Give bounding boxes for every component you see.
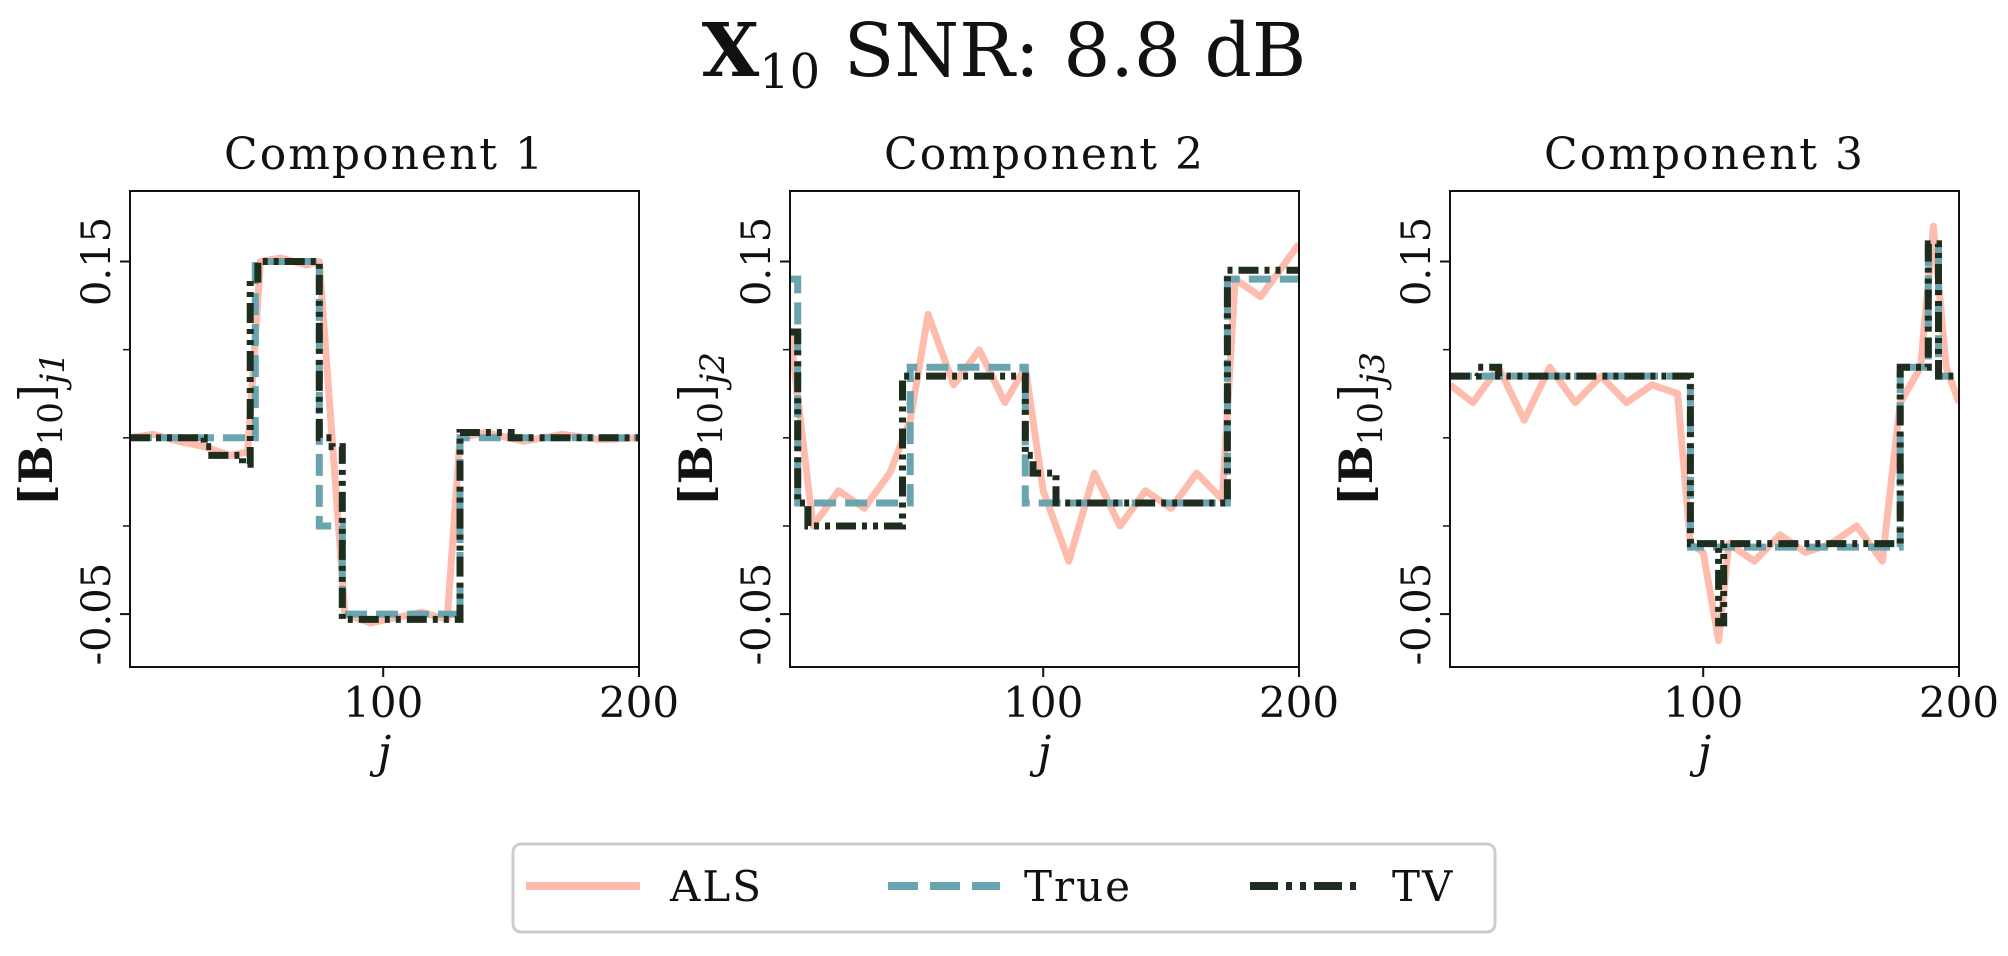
xtick-label-3-1: 200 (1919, 678, 1999, 727)
axes-frame-2 (789, 190, 1300, 668)
legend-item-true: True (888, 862, 1132, 911)
series-true-line-3 (1450, 240, 1959, 551)
axes-frame-3 (1449, 190, 1960, 668)
legend-item-als: ALS (526, 862, 763, 911)
series-tv-line-1 (130, 258, 639, 623)
legend-label-tv: TV (1392, 862, 1454, 911)
legend-item-tv: TV (1250, 862, 1454, 911)
plot-area-1 (130, 254, 639, 627)
ytick-label-1-0: -0.05 (74, 563, 120, 666)
figure-title: X10 SNR: 8.8 dB (702, 8, 1307, 100)
ytick-label-1-1: 0.15 (74, 217, 120, 306)
panel-title-1: Component 1 (224, 129, 545, 180)
xtick-label-1-1: 200 (599, 678, 679, 727)
y-axis-label-3: [B10]j3 (1329, 352, 1393, 506)
legend-label-true: True (1024, 862, 1132, 911)
y-axis-label-1: [B10]j1 (9, 352, 73, 506)
ytick-label-3-1: 0.15 (1394, 217, 1440, 306)
plot-area-2 (790, 241, 1299, 565)
panel-title-2: Component 2 (884, 129, 1205, 180)
x-axis-label-2: j (1029, 727, 1052, 778)
x-axis-label-3: j (1689, 727, 1712, 778)
xtick-label-3-0: 100 (1663, 678, 1743, 727)
x-axis-label-1: j (369, 727, 392, 778)
series-als-line-2 (790, 241, 1299, 565)
series-tv-line-2 (790, 266, 1299, 530)
panel-3: -0.05 0.15 100 200 Component 3 j [B10]j3 (1329, 129, 1999, 778)
ytick-label-2-0: -0.05 (734, 563, 780, 666)
panel-title-3: Component 3 (1544, 129, 1865, 180)
series-als-line-3 (1450, 222, 1959, 645)
panel-2: -0.05 0.15 100 200 Component 2 j [B10]j2 (669, 129, 1339, 778)
panel-1: -0.05 0.15 100 200 Component 1 j [B10]j1 (9, 129, 679, 778)
legend: ALS True TV (511, 842, 1497, 934)
series-als-line-1 (130, 254, 639, 627)
legend-frame (511, 842, 1497, 934)
xtick-label-1-0: 100 (343, 678, 423, 727)
ytick-label-2-1: 0.15 (734, 217, 780, 306)
axes-frame-1 (129, 190, 640, 668)
ytick-label-3-0: -0.05 (1394, 563, 1440, 666)
y-axis-label-2: [B10]j2 (669, 352, 733, 506)
series-tv-line-3 (1450, 240, 1959, 627)
xtick-label-2-1: 200 (1259, 678, 1339, 727)
xtick-label-2-0: 100 (1003, 678, 1083, 727)
legend-label-als: ALS (669, 862, 763, 911)
plot-area-3 (1450, 222, 1959, 645)
